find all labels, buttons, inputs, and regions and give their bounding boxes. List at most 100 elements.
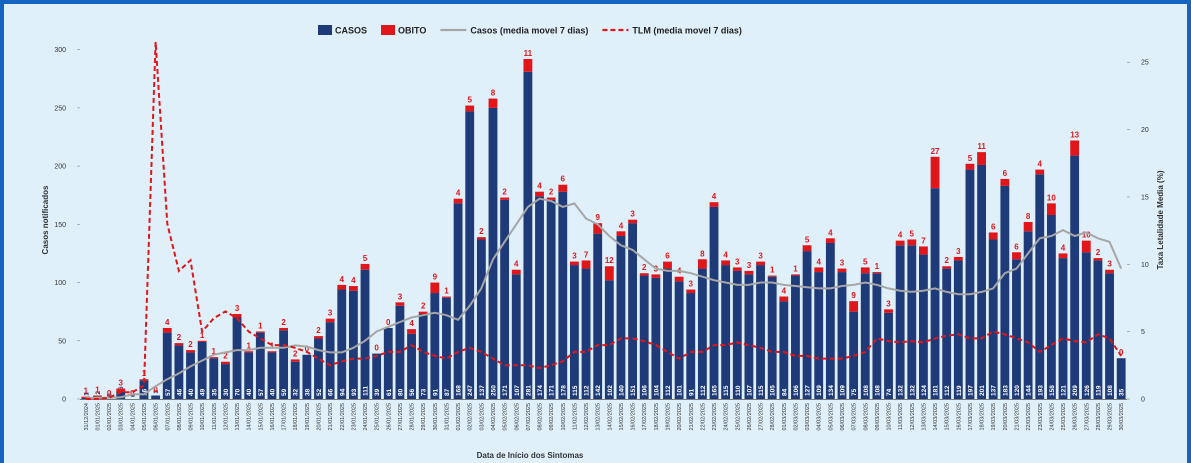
obito-value-label: 4 [1038,160,1043,169]
obito-value-label: 1 [444,287,449,296]
obito-value-label: 4 [409,319,414,328]
x-tick-label: 16/01/2025 [270,403,276,431]
bar-value-label: 91 [688,388,695,396]
obito-value-label: 1 [793,264,798,273]
y2-axis-title: Taxa Letalidade Media (%) [1156,170,1165,269]
y-tick-label: 200 [54,164,66,171]
bar-value-label: 112 [944,385,951,396]
bar [918,254,928,399]
bar-value-label: 106 [642,385,649,396]
obito-value-label: 4 [165,318,170,327]
bar-value-label: 127 [805,385,812,396]
bar [860,273,870,399]
obito-value-label: 1 [200,331,205,340]
obito-value-label: 4 [723,250,728,259]
x-tick-label: 07/02/2025 [526,403,532,431]
bar [639,275,649,399]
bar [174,345,184,399]
y-tick-label: 0 [62,397,66,404]
y2-tick-label: 20 [1141,127,1149,134]
bar-segment [965,163,975,170]
x-tick-label: 04/03/2025 [817,403,823,431]
bar-value-label: 84 [781,388,788,396]
obito-value-label: 1 [246,341,251,350]
obito-value-label: 2 [223,352,228,361]
x-tick-label: 30/03/2025 [1119,403,1125,431]
x-tick-label: 31/01/2025 [444,403,450,431]
bar-segment [546,197,556,200]
x-tick-label: 08/03/2025 [863,403,869,431]
bar-segment [348,286,358,291]
x-tick-label: 02/03/2025 [793,403,799,431]
obito-value-label: 3 [735,257,740,266]
bar [372,353,382,399]
bar [290,361,300,399]
bar-value-label: 112 [665,385,672,396]
bar [325,322,335,399]
obito-value-label: 8 [700,249,705,258]
bar-segment [500,197,510,200]
bar [872,273,882,399]
bar [697,268,707,399]
bar-value-label: 61 [386,388,393,396]
bar-value-label: 168 [456,385,463,396]
bar-value-label: 178 [560,385,567,396]
bar [302,354,312,399]
x-tick-label: 21/03/2025 [1014,403,1020,431]
obito-value-label: 2 [502,188,507,197]
bar [220,364,230,399]
x-tick-label: 15/01/2025 [258,403,264,431]
bar-value-label: 132 [909,385,916,396]
x-tick-label: 08/01/2025 [177,403,183,431]
bar-value-label: 101 [677,385,684,396]
x-tick-label: 29/03/2025 [1108,403,1114,431]
bar-value-label: 106 [793,385,800,396]
bar [895,245,905,399]
y2-tick-label: 0 [1141,397,1145,404]
bar-value-label: 193 [1037,385,1044,396]
bar [581,268,591,399]
bar-segment [884,309,893,313]
bar-segment [709,202,719,207]
bar-value-label: 16 [141,388,148,396]
bar-segment [907,239,917,246]
legend-label: CASOS [335,26,367,36]
x-tick-label: 25/01/2025 [375,403,381,431]
bar-value-label: 35 [1119,388,1126,396]
bar [1046,215,1056,399]
x-tick-label: 15/02/2025 [619,403,625,431]
bar [442,297,451,399]
x-tick-label: 28/01/2025 [410,403,416,431]
bar-segment [581,260,591,269]
bar-segment [930,156,940,189]
bar [1116,358,1126,399]
legend-label: TLM (media movel 7 dias) [632,26,742,36]
bar-segment [558,184,568,192]
bar [953,260,963,399]
obito-value-label: 10 [1082,231,1091,240]
bar-segment [860,267,870,274]
bar-value-label: 140 [618,385,625,396]
bar-segment [442,296,451,298]
obito-value-label: 3 [840,259,845,268]
x-tick-label: 03/02/2025 [479,403,485,431]
bar [465,111,475,400]
bar [1023,231,1033,399]
obito-value-label: 3 [758,252,763,261]
bar [255,332,265,399]
bar-value-label: 59 [281,388,288,396]
obito-value-label: 0 [386,318,391,327]
bar [825,242,835,399]
bar [1012,259,1021,399]
bar [407,333,416,399]
obito-value-label: 5 [363,254,368,263]
bar [337,289,347,399]
bar-value-label: 115 [723,385,730,396]
bar-segment [639,273,649,276]
bar-segment [535,191,544,197]
bar [732,270,742,399]
x-tick-label: 22/01/2025 [340,403,346,431]
x-tick-label: 19/03/2025 [991,403,997,431]
bar-value-label: 107 [746,385,753,396]
x-tick-label: 04/01/2025 [130,403,136,431]
